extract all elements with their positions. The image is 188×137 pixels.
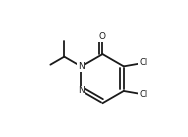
Text: Cl: Cl	[139, 90, 147, 99]
Text: N: N	[78, 62, 85, 71]
Text: N: N	[78, 86, 85, 95]
Text: O: O	[99, 32, 106, 41]
Text: Cl: Cl	[139, 58, 147, 68]
